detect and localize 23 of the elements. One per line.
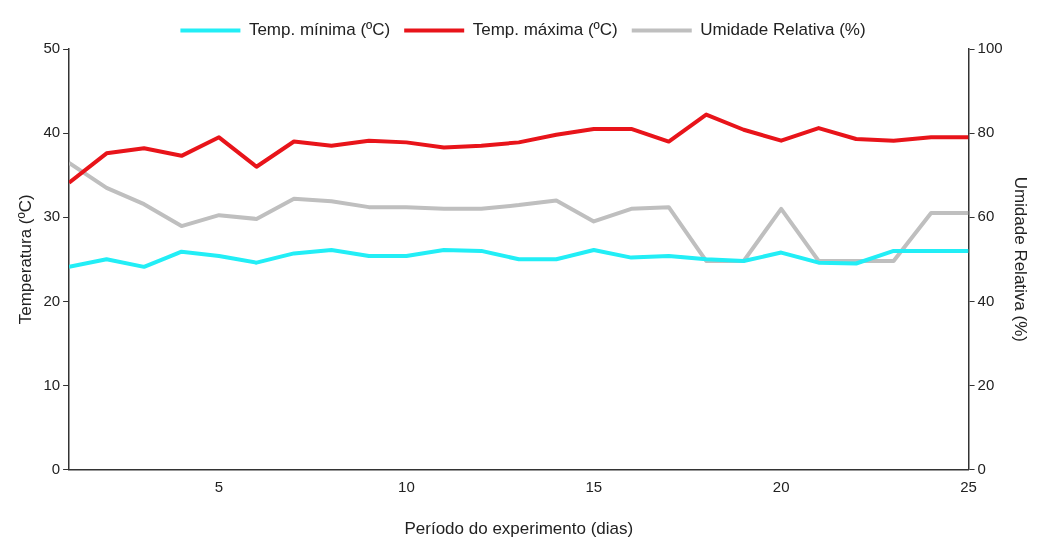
y-tick-label: 0 [51, 459, 61, 477]
y-axis-title: Temperatura (ºC) [15, 194, 35, 325]
x-tick-label: 5 [214, 477, 224, 495]
legend-label: Umidade Relativa (%) [700, 20, 866, 40]
y2-tick-label: 100 [977, 39, 1003, 57]
x-axis-title: Período do experimento (dias) [404, 519, 634, 539]
legend-label: Temp. mínima (ºC) [248, 20, 391, 40]
x-tick-label: 25 [960, 477, 977, 495]
y-tick-label: 30 [43, 207, 61, 225]
y2-tick-label: 80 [977, 123, 995, 141]
y-tick-label: 20 [43, 291, 61, 309]
x-tick-label: 20 [772, 477, 790, 495]
y2-tick-label: 60 [977, 207, 995, 225]
y-tick-label: 10 [43, 375, 61, 393]
y-tick-label: 50 [43, 39, 61, 57]
y2-tick-label: 20 [977, 375, 995, 393]
y2-tick-label: 40 [977, 291, 995, 309]
y2-tick-label: 0 [977, 459, 986, 477]
x-tick-label: 10 [398, 477, 415, 495]
x-tick-label: 15 [585, 477, 603, 495]
y2-axis-title: Umidade Relativa (%) [1011, 176, 1031, 342]
y-tick-label: 40 [43, 123, 61, 141]
legend-label: Temp. máxima (ºC) [472, 20, 618, 40]
